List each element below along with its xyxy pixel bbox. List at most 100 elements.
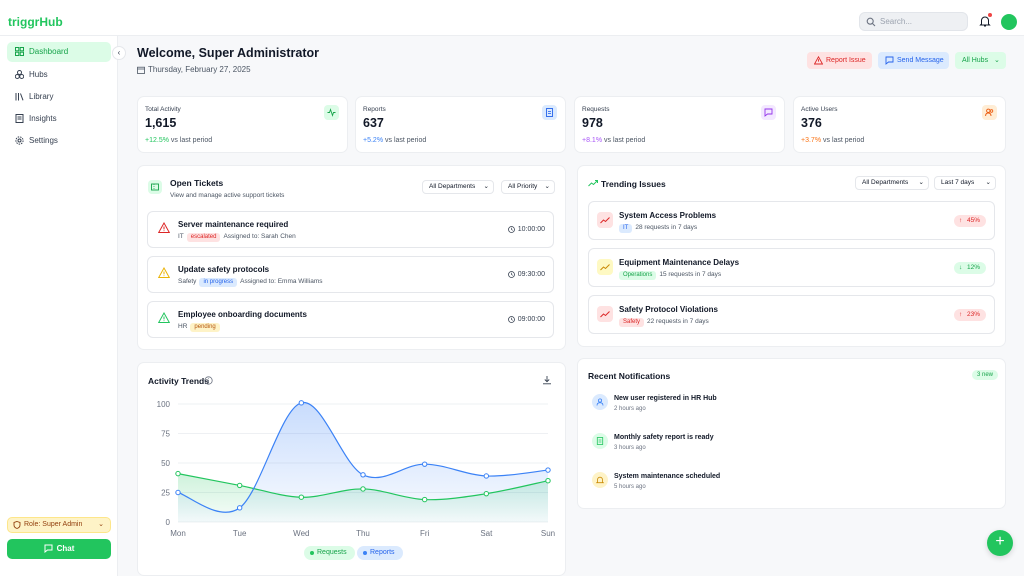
notification-title: System maintenance scheduled bbox=[614, 473, 721, 480]
data-point-requests[interactable] bbox=[421, 496, 428, 503]
priority-filter[interactable]: All Priority ⌄ bbox=[501, 180, 555, 194]
open-tickets-subtitle: View and manage active support tickets bbox=[170, 192, 285, 199]
search-input[interactable]: Search... bbox=[859, 12, 968, 31]
y-tick-label: 75 bbox=[161, 430, 170, 439]
sidebar-item-library[interactable]: Library bbox=[7, 87, 111, 107]
x-tick-label: Sun bbox=[541, 529, 555, 538]
notification-time: 2 hours ago bbox=[614, 406, 646, 412]
chevron-down-icon: ⌄ bbox=[985, 179, 991, 186]
trending-issues-title: Trending Issues bbox=[601, 179, 666, 189]
report-issue-button[interactable]: Report Issue bbox=[807, 52, 872, 69]
data-point-reports[interactable] bbox=[175, 489, 181, 496]
data-point-requests[interactable] bbox=[360, 486, 366, 492]
bell-icon bbox=[979, 16, 991, 27]
ticket-row[interactable]: Employee onboarding documents HR pending … bbox=[147, 301, 554, 338]
data-point-requests[interactable] bbox=[175, 470, 181, 477]
warning-icon bbox=[814, 56, 823, 65]
sidebar-item-label: Dashboard bbox=[29, 47, 69, 56]
page-title: Welcome, Super Administrator bbox=[137, 46, 319, 60]
app-logo[interactable]: triggrHub bbox=[8, 15, 63, 29]
stat-card-reports[interactable]: Reports 637 +5.2% vs last period bbox=[355, 96, 566, 153]
arrow-up-icon: ↑ bbox=[958, 217, 963, 224]
change-badge: ↑ 45% bbox=[953, 215, 986, 227]
x-tick-label: Tue bbox=[233, 529, 247, 538]
status-badge: pending bbox=[190, 323, 220, 332]
ticket-title: Server maintenance required bbox=[178, 220, 289, 229]
warning-icon bbox=[158, 312, 170, 323]
ticket-title: Update safety protocols bbox=[178, 265, 270, 274]
data-point-reports[interactable] bbox=[483, 473, 490, 479]
chevron-down-icon: ⌄ bbox=[483, 183, 489, 190]
y-tick-label: 50 bbox=[161, 459, 170, 468]
top-bar: triggrHub Search... bbox=[0, 0, 1024, 36]
sidebar-collapse-button[interactable]: ‹ bbox=[112, 46, 126, 60]
library-icon bbox=[15, 93, 24, 101]
issue-meta: Operations 15 requests in 7 days bbox=[619, 271, 721, 280]
warning-icon bbox=[158, 267, 170, 278]
data-point-requests[interactable] bbox=[298, 494, 305, 500]
all-hubs-dropdown[interactable]: All Hubs ⌄ bbox=[955, 52, 1006, 69]
trending-issue-row[interactable]: Safety Protocol Violations Safety 22 requ… bbox=[588, 295, 995, 334]
download-icon[interactable] bbox=[542, 375, 552, 385]
role-label: Role: Super Admin bbox=[24, 521, 83, 528]
report-issue-label: Report Issue bbox=[826, 57, 866, 64]
data-point-reports[interactable] bbox=[360, 472, 366, 478]
legend-reports[interactable]: Reports bbox=[357, 546, 403, 560]
data-point-reports[interactable] bbox=[298, 400, 305, 406]
ticket-row[interactable]: Update safety protocols Safety in progres… bbox=[147, 256, 554, 293]
sidebar-item-hubs[interactable]: Hubs bbox=[7, 65, 111, 85]
sidebar: Dashboard Hubs Library Insights Settings bbox=[0, 36, 118, 576]
ticket-row[interactable]: Server maintenance required IT escalated A… bbox=[147, 211, 554, 248]
stat-change: +12.5% vs last period bbox=[145, 137, 213, 144]
date-range-filter[interactable]: Last 7 days ⌄ bbox=[934, 176, 996, 190]
arrow-down-icon: ↓ bbox=[958, 264, 963, 271]
data-point-reports[interactable] bbox=[421, 461, 428, 467]
stat-card-total-activity[interactable]: Total Activity 1,615 +12.5% vs last peri… bbox=[137, 96, 348, 153]
sidebar-item-dashboard[interactable]: Dashboard bbox=[7, 42, 111, 62]
notification-item[interactable]: System maintenance scheduled 5 hours ago bbox=[592, 472, 972, 496]
clock-icon bbox=[507, 271, 515, 278]
avatar[interactable] bbox=[1001, 14, 1017, 30]
add-button[interactable]: + bbox=[987, 530, 1013, 556]
x-tick-label: Wed bbox=[293, 529, 309, 538]
data-point-requests[interactable] bbox=[483, 490, 490, 497]
department-filter[interactable]: All Departments ⌄ bbox=[422, 180, 494, 194]
dashboard-icon bbox=[15, 47, 24, 56]
role-selector[interactable]: Role: Super Admin ⌄ bbox=[7, 517, 111, 533]
stat-card-requests[interactable]: Requests 978 +8.1% vs last period bbox=[574, 96, 785, 153]
sidebar-item-insights[interactable]: Insights bbox=[7, 109, 111, 129]
trending-up-icon bbox=[597, 306, 613, 322]
sidebar-item-settings[interactable]: Settings bbox=[7, 131, 111, 151]
data-point-reports[interactable] bbox=[545, 467, 551, 473]
notifications-button[interactable] bbox=[979, 13, 992, 32]
stat-card-active-users[interactable]: Active Users 376 +3.7% vs last period bbox=[793, 96, 1006, 153]
data-point-requests[interactable] bbox=[236, 482, 243, 489]
date-text: Thursday, February 27, 2025 bbox=[148, 65, 251, 74]
bell-icon bbox=[592, 472, 608, 488]
trending-issue-row[interactable]: System Access Problems IT 28 requests in … bbox=[588, 201, 995, 240]
data-point-reports[interactable] bbox=[236, 505, 243, 511]
activity-trends-chart: 0 25 50 75 100 Mon Tue Wed Thu Fri Sat Sun bbox=[157, 400, 555, 538]
notification-item[interactable]: New user registered in HR Hub 2 hours ag… bbox=[592, 394, 972, 418]
notification-dot bbox=[988, 13, 992, 17]
search-placeholder: Search... bbox=[880, 17, 913, 26]
info-icon[interactable] bbox=[204, 376, 213, 385]
current-date: Thursday, February 27, 2025 bbox=[137, 65, 251, 74]
notification-item[interactable]: Monthly safety report is ready 3 hours a… bbox=[592, 433, 972, 457]
department-tag: Operations bbox=[619, 271, 657, 280]
ticket-title: Employee onboarding documents bbox=[178, 310, 307, 319]
issue-meta: IT 28 requests in 7 days bbox=[619, 224, 697, 233]
data-point-requests[interactable] bbox=[545, 478, 551, 484]
legend-requests[interactable]: Requests bbox=[304, 546, 355, 560]
trending-issue-row[interactable]: Equipment Maintenance Delays Operations 1… bbox=[588, 248, 995, 287]
ticket-time: 10:00:00 bbox=[507, 226, 545, 233]
department-filter[interactable]: All Departments ⌄ bbox=[855, 176, 929, 190]
send-message-label: Send Message bbox=[897, 57, 944, 64]
send-message-button[interactable]: Send Message bbox=[878, 52, 949, 69]
x-tick-label: Mon bbox=[170, 529, 186, 538]
stat-label: Requests bbox=[582, 106, 610, 113]
change-badge: ↑ 23% bbox=[953, 309, 986, 321]
status-badge: in progress bbox=[199, 278, 238, 287]
hubs-icon bbox=[15, 70, 24, 79]
chat-button[interactable]: Chat bbox=[7, 539, 111, 559]
